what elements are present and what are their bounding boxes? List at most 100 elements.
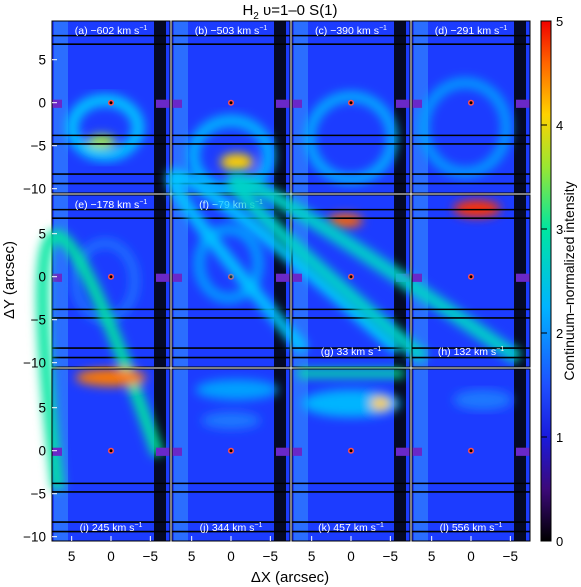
channel-panel: (j) 344 km s−1 bbox=[171, 368, 291, 542]
emission-structure bbox=[194, 224, 264, 304]
emission-mark bbox=[195, 379, 279, 400]
panel-background bbox=[52, 21, 170, 193]
panel-velocity-label: (e) −178 km s−1 bbox=[75, 199, 148, 211]
panel-frame bbox=[171, 194, 291, 368]
y-tick-label: 0 bbox=[38, 444, 46, 459]
mask-left bbox=[412, 447, 422, 456]
emission-mark bbox=[66, 94, 145, 162]
y-tick-label: −10 bbox=[23, 182, 46, 197]
mask-right bbox=[516, 447, 530, 456]
channel-panel: (d) −291 km s−1 bbox=[411, 20, 531, 194]
nucleus-center bbox=[229, 449, 233, 453]
nucleus-center bbox=[229, 101, 233, 105]
mask-left bbox=[412, 273, 422, 282]
unit-exponent: −1 bbox=[494, 522, 502, 529]
panel-background bbox=[292, 21, 410, 193]
nucleus-center bbox=[109, 275, 113, 279]
mask-right bbox=[276, 99, 290, 108]
channel-panel: (a) −602 km s−1 bbox=[51, 20, 171, 194]
emission-structure bbox=[297, 369, 405, 418]
panel-frame bbox=[291, 20, 411, 194]
x-tick-label: 0 bbox=[107, 549, 115, 564]
x-tick-label: 0 bbox=[227, 549, 235, 564]
colorbar-ticks: 0 1 2 3 4 5 bbox=[541, 14, 563, 549]
nucleus-center bbox=[109, 101, 113, 105]
panel-frame bbox=[51, 194, 171, 368]
emission-mark bbox=[194, 224, 264, 304]
channel-panel: (k) 457 km s−1 bbox=[291, 368, 411, 542]
emission-mark bbox=[301, 389, 401, 418]
emission-mark bbox=[418, 77, 512, 178]
unit-exponent: −1 bbox=[254, 522, 262, 529]
panel-velocity-label: (d) −291 km s−1 bbox=[435, 25, 508, 37]
colorbar-tick-label: 0 bbox=[556, 534, 563, 549]
y-tick-label: −5 bbox=[31, 139, 46, 154]
panel-velocity-label: (i) 245 km s−1 bbox=[80, 522, 143, 534]
mask-right bbox=[156, 99, 170, 108]
nucleus-center bbox=[469, 449, 473, 453]
emission-structure bbox=[195, 379, 279, 430]
mask-right bbox=[396, 447, 410, 456]
nucleus-center bbox=[109, 449, 113, 453]
nucleus-center bbox=[349, 449, 353, 453]
mask-right bbox=[156, 273, 170, 282]
channel-panel: (l) 556 km s−1 bbox=[411, 368, 531, 542]
mask-left bbox=[292, 99, 302, 108]
y-tick-label: 5 bbox=[38, 401, 46, 416]
panel-background bbox=[52, 369, 170, 541]
colorbar-tick-label: 1 bbox=[556, 430, 563, 445]
emission-mark bbox=[87, 134, 116, 149]
x-tick-label: 5 bbox=[308, 549, 316, 564]
channel-panel: (h) 132 km s−1 bbox=[226, 172, 531, 368]
panel-grid: (a) −602 km s−1 (b) −503 km s−1 (c) −390 k… bbox=[36, 20, 531, 542]
x-tick-label: 5 bbox=[428, 549, 436, 564]
emission-structure bbox=[304, 91, 398, 185]
emission-mark bbox=[453, 200, 501, 218]
emission-mark bbox=[75, 369, 147, 387]
emission-structure bbox=[226, 172, 523, 365]
mask-left bbox=[52, 273, 62, 282]
y-tick-label: −10 bbox=[23, 356, 46, 371]
emission-mark bbox=[36, 230, 164, 491]
mask-left bbox=[52, 99, 62, 108]
panel-velocity-label: (c) −390 km s−1 bbox=[315, 25, 387, 37]
panel-velocity-label: (a) −602 km s−1 bbox=[75, 25, 148, 37]
emission-structure bbox=[66, 94, 145, 162]
x-tick-label: −5 bbox=[383, 549, 398, 564]
unit-exponent: −1 bbox=[373, 346, 381, 353]
x-axis-label: ΔX (arcsec) bbox=[251, 569, 329, 586]
colorbar bbox=[540, 20, 552, 542]
emission-mark bbox=[226, 172, 523, 365]
x-tick-label: −5 bbox=[143, 549, 158, 564]
mask-left bbox=[292, 447, 302, 456]
unit-exponent: −1 bbox=[139, 25, 147, 32]
channel-panel: (c) −390 km s−1 bbox=[291, 20, 411, 194]
x-tick-label: 0 bbox=[347, 549, 355, 564]
unit-exponent: −1 bbox=[379, 25, 387, 32]
mask-left bbox=[172, 447, 182, 456]
panel-frame bbox=[411, 194, 531, 368]
panel-frame bbox=[171, 20, 291, 194]
colorbar-tick-label: 3 bbox=[556, 222, 563, 237]
y-tick-label: −10 bbox=[23, 530, 46, 545]
figure-title: H2 υ=1–0 S(1) bbox=[242, 2, 337, 22]
panel-background bbox=[412, 195, 530, 367]
unit-exponent: −1 bbox=[499, 25, 507, 32]
emission-mark bbox=[220, 153, 254, 171]
emission-structure bbox=[418, 77, 512, 178]
panel-velocity-label: (l) 556 km s−1 bbox=[440, 522, 503, 534]
colorbar-tick-label: 2 bbox=[556, 326, 563, 341]
emission-mark bbox=[304, 91, 398, 185]
mask-right bbox=[276, 447, 290, 456]
panel-velocity-label: (h) 132 km s−1 bbox=[438, 346, 504, 358]
emission-structure bbox=[453, 389, 513, 411]
colorbar-tick-label: 5 bbox=[556, 14, 563, 29]
y-tick-label: −5 bbox=[31, 487, 46, 502]
unit-exponent: −1 bbox=[376, 522, 384, 529]
x-tick-label: 5 bbox=[188, 549, 196, 564]
x-tick-label: −5 bbox=[503, 549, 518, 564]
mask-left bbox=[172, 99, 182, 108]
y-tick-label: 0 bbox=[38, 96, 46, 111]
mask-right bbox=[516, 273, 530, 282]
